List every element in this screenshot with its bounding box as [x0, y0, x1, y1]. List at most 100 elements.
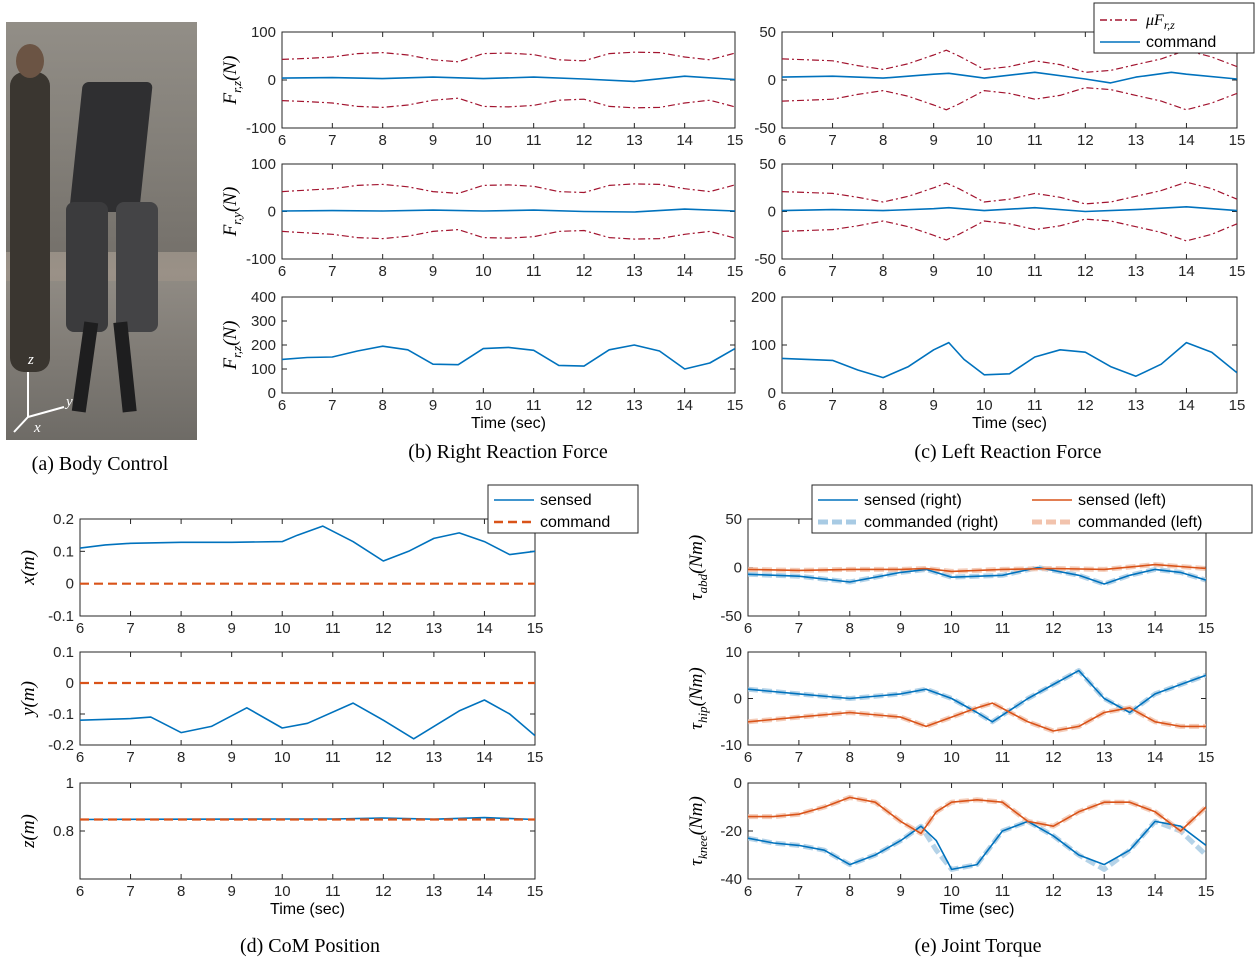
x-tick-label: 10 [943, 883, 960, 900]
x-tick-label: 12 [576, 132, 593, 149]
y-tick-label: 50 [759, 24, 776, 41]
series-line-b2-2 [282, 208, 735, 213]
series-line-c2-2 [782, 206, 1237, 213]
x-tick-label: 9 [227, 749, 235, 766]
x-tick-label: 8 [879, 263, 887, 280]
series-line-e3-0 [748, 818, 1206, 872]
x-tick-label: 8 [378, 132, 386, 149]
x-tick-label: 6 [744, 620, 752, 637]
legend-label: commanded (right) [864, 514, 998, 531]
x-tick-label: 8 [177, 749, 185, 766]
y-tick-label: 200 [251, 337, 276, 354]
y-tick-label: 0.1 [53, 543, 74, 560]
x-tick-label: 11 [995, 749, 1011, 766]
x-tick-label: 6 [76, 620, 84, 637]
legend-com: sensed command [487, 484, 639, 534]
x-tick-label: 10 [274, 883, 291, 900]
series-line-e2-2 [748, 669, 1206, 723]
x-tick-label: 7 [328, 263, 336, 280]
panel-c1: 6 7 8 9 10 11 12 13 14 15 -50 0 50 [754, 24, 1245, 149]
x-tick-label: 11 [995, 620, 1011, 637]
photo-axis-z: z [28, 352, 34, 368]
panel-d3: 6 7 8 9 10 11 12 13 14 15 0.8 1 Time (sec) [53, 775, 543, 918]
legend-label: sensed (left) [1078, 492, 1166, 509]
x-tick-label: 14 [676, 263, 693, 280]
series-line-e3-1 [748, 794, 1206, 836]
x-tick-label: 15 [527, 620, 544, 637]
x-tick-label: 15 [1229, 397, 1246, 414]
x-tick-label: 6 [744, 883, 752, 900]
ylabel-e3: τknee(Nm) [686, 796, 710, 866]
y-tick-label: -40 [720, 871, 742, 888]
legend-label: μFr,z [1145, 12, 1175, 32]
y-tick-label: 100 [251, 361, 276, 378]
x-tick-label: 15 [1198, 620, 1215, 637]
x-tick-label: 12 [1045, 749, 1062, 766]
x-tick-label: 11 [526, 263, 542, 280]
x-tick-label: 15 [1198, 749, 1215, 766]
operator-person [10, 72, 50, 372]
series-line-c3-0 [782, 341, 1237, 379]
x-tick-label: 11 [1027, 132, 1043, 149]
ylabel-d1: x(m) [18, 550, 39, 586]
x-tick-label: 7 [126, 883, 134, 900]
series-line-b1-1 [282, 97, 735, 109]
y-tick-label: -0.2 [48, 737, 74, 754]
legend-torque: sensed (right) sensed (left) commanded (ri… [811, 484, 1253, 534]
x-tick-label: 9 [896, 749, 904, 766]
x-tick-label: 8 [846, 883, 854, 900]
y-tick-label: -50 [754, 251, 776, 268]
axes-box [781, 296, 1238, 394]
x-tick-label: 14 [476, 883, 493, 900]
x-tick-label: 13 [1096, 620, 1113, 637]
x-tick-label: 10 [475, 132, 492, 149]
axes-box [747, 518, 1207, 617]
series-line-c2-1 [782, 218, 1237, 242]
caption-b: (b) Right Reaction Force [408, 441, 608, 463]
x-axis-label: Time (sec) [940, 901, 1015, 918]
x-tick-label: 13 [1128, 263, 1145, 280]
x-tick-label: 13 [626, 132, 643, 149]
x-tick-label: 8 [378, 263, 386, 280]
x-tick-label: 12 [1045, 620, 1062, 637]
y-tick-label: 400 [251, 289, 276, 306]
x-axis-label: Time (sec) [972, 415, 1047, 432]
series-line-b1-0 [282, 51, 735, 63]
panel-e2: 6 7 8 9 10 11 12 13 14 15 -10 0 10 [720, 644, 1214, 766]
y-tick-label: 0 [268, 385, 276, 402]
ylabel-b2: Fr,y(N) [220, 187, 244, 238]
x-tick-label: 7 [126, 749, 134, 766]
x-tick-label: 13 [626, 397, 643, 414]
legend-label: sensed (right) [864, 492, 962, 509]
panel-d2: 6 7 8 9 10 11 12 13 14 15 -0.2 -0.1 0 0.1 [48, 644, 543, 766]
x-tick-label: 7 [795, 749, 803, 766]
y-tick-label: 100 [251, 24, 276, 41]
y-tick-label: -50 [720, 608, 742, 625]
ylabel-e2: τhip(Nm) [686, 667, 710, 730]
y-tick-label: 0 [268, 204, 276, 221]
x-tick-label: 10 [943, 620, 960, 637]
y-tick-label: 0 [734, 560, 742, 577]
series-line-e3-3 [748, 796, 1206, 835]
x-tick-label: 14 [476, 749, 493, 766]
x-tick-label: 14 [476, 620, 493, 637]
photo-axes-icon [13, 372, 65, 433]
x-tick-label: 10 [976, 397, 993, 414]
legend-label: sensed [540, 492, 592, 509]
x-tick-label: 9 [429, 132, 437, 149]
y-tick-label: 0 [734, 775, 742, 792]
panel-b3: 6 7 8 9 10 11 12 13 14 15 0 100 200 300 400 Time (sec) [251, 289, 743, 432]
caption-d: (d) CoM Position [240, 935, 380, 957]
series-line-c1-0 [782, 49, 1237, 73]
series-line-c1-2 [782, 71, 1237, 84]
x-tick-label: 15 [1229, 263, 1246, 280]
x-tick-label: 8 [846, 749, 854, 766]
x-tick-label: 9 [929, 397, 937, 414]
y-tick-label: -0.1 [48, 706, 74, 723]
x-tick-label: 12 [1077, 397, 1094, 414]
x-tick-label: 11 [526, 132, 542, 149]
series-line-c2-0 [782, 181, 1237, 205]
axes-box [281, 296, 736, 394]
x-tick-label: 7 [828, 132, 836, 149]
